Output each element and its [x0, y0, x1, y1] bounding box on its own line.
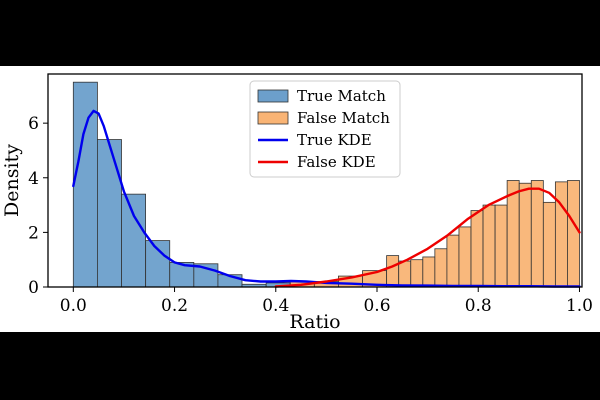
- false-match-bar: [398, 260, 412, 288]
- x-tick-label: 0.2: [161, 296, 188, 316]
- x-tick-label: 0.8: [465, 296, 492, 316]
- legend-swatch: [257, 89, 289, 103]
- false-match-bar: [458, 226, 472, 288]
- false-match-bar: [386, 255, 400, 288]
- legend-swatch: [257, 111, 289, 125]
- false-match-bar: [434, 248, 448, 288]
- false-match-bar: [518, 182, 532, 288]
- false-match-bar: [482, 204, 496, 288]
- false-match-bar: [470, 210, 484, 288]
- y-axis-label: Density: [1, 144, 23, 217]
- true-match-bar: [121, 193, 146, 288]
- false-match-bar: [410, 259, 424, 288]
- false-match-bar: [422, 256, 436, 288]
- false-kde-line: [274, 187, 581, 288]
- legend: True Match False Match True KDE False KDE: [249, 80, 401, 178]
- legend-box: [249, 80, 401, 178]
- kde-layer: [72, 109, 581, 288]
- legend-label: False KDE: [297, 153, 376, 171]
- x-tick-label: 0.4: [262, 296, 289, 316]
- legend-label: True Match: [297, 87, 386, 105]
- plot-frame: [47, 73, 583, 288]
- x-tick-label: 0.6: [363, 296, 390, 316]
- legend-label: False Match: [297, 109, 390, 127]
- true-match-bar: [72, 81, 98, 288]
- y-tick-label: 4: [28, 169, 39, 189]
- x-tick-label: 1.0: [566, 296, 593, 316]
- false-match-bar: [542, 201, 556, 288]
- false-match-bar: [554, 181, 568, 288]
- false-match-bar: [530, 180, 544, 288]
- y-tick-label: 2: [28, 223, 39, 243]
- y-tick-label: 6: [28, 114, 39, 134]
- density-histogram-chart: 0.0 0.2 0.4 0.6 0.8 1.0 0 2 4 6 Ratio Density Tru…: [1, 73, 593, 332]
- y-tick-label: 0: [28, 278, 39, 298]
- true-kde-line: [72, 109, 581, 288]
- bars-layer: [72, 81, 580, 288]
- ticks-layer: 0.0 0.2 0.4 0.6 0.8 1.0 0 2 4 6: [28, 114, 593, 316]
- false-match-bar: [494, 204, 508, 288]
- true-match-bar: [97, 139, 122, 288]
- x-tick-label: 0.0: [60, 296, 87, 316]
- x-axis-label: Ratio: [289, 311, 340, 332]
- true-match-bar: [145, 240, 171, 288]
- false-match-bar: [446, 234, 460, 288]
- false-match-bar: [567, 180, 580, 288]
- chart-panel: 0.0 0.2 0.4 0.6 0.8 1.0 0 2 4 6 Ratio Density Tru…: [0, 66, 600, 332]
- legend-label: True KDE: [297, 131, 372, 149]
